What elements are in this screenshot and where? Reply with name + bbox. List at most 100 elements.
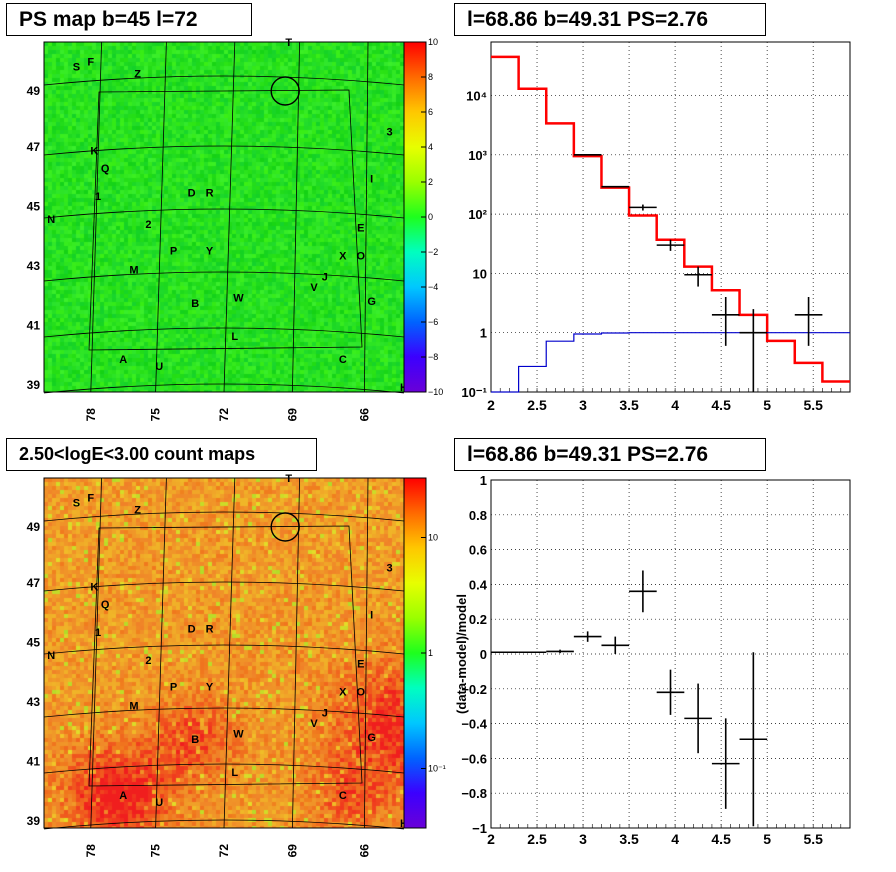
source-label: I <box>370 174 373 186</box>
y-tick-label: 0 <box>480 647 487 662</box>
x-tick-label: 66 <box>357 844 371 858</box>
source-label: D <box>188 624 196 636</box>
count-map-title: 2.50<logE<3.00 count maps <box>6 438 317 471</box>
residual-chart: 2 2.5 3 3.5 4 4.5 5 5.5 1 0.8 0.6 0.4 0.2 0 −0.2 −0.4 −0… <box>454 473 851 847</box>
source-label: 1 <box>95 627 101 639</box>
source-label: M <box>129 265 138 277</box>
source-label: Y <box>206 681 214 693</box>
y-tick-label: 10³ <box>468 148 487 163</box>
spectrum-chart: 2 2.5 3 3.5 4 4.5 5 5.5 10⁻¹ 1 10 10² 10³ 10⁴ <box>461 41 851 413</box>
source-label: A <box>119 354 127 366</box>
x-tick-label: 66 <box>357 408 371 422</box>
spectrum-title: l=68.86 b=49.31 PS=2.76 <box>454 3 766 36</box>
source-label: I <box>370 610 373 622</box>
source-label: P <box>170 681 177 693</box>
residual-point <box>711 718 740 809</box>
colorbar-tick: 0 <box>428 212 433 222</box>
data-point <box>684 266 712 287</box>
y-tick-label: 1 <box>480 326 487 341</box>
colorbar-tick: −8 <box>428 352 438 362</box>
source-label: 3 <box>387 126 393 138</box>
y-tick-label: −1 <box>472 821 487 836</box>
x-tick-label: 5 <box>763 831 771 847</box>
y-tick-label: 41 <box>27 755 41 769</box>
y-tick-label: 10² <box>468 207 487 222</box>
target-circle <box>270 76 300 106</box>
x-tick-label: 78 <box>84 408 98 422</box>
source-label: Z <box>134 505 141 517</box>
source-label: 3 <box>387 562 393 574</box>
x-tick-label: 3.5 <box>619 397 639 413</box>
source-label: G <box>367 296 376 308</box>
x-tick-label: 69 <box>285 844 299 858</box>
y-tick-label: 43 <box>27 259 41 273</box>
residual-point <box>656 669 685 715</box>
ps-map-panel: SFZT3KQI1DRN2EPYXOMJVGBWLAUCH 7875726966… <box>27 37 444 422</box>
colorbar-tick: −4 <box>428 282 438 292</box>
count-map-axes: 78 75 72 69 66 49 47 45 43 41 39 <box>27 520 372 857</box>
y-tick-label: 47 <box>27 576 41 590</box>
source-label: Y <box>206 245 214 257</box>
colorbar-tick: −10 <box>428 387 443 397</box>
colorbar-tick: −6 <box>428 317 438 327</box>
colorbar-tick: 8 <box>428 72 433 82</box>
y-tick-label: 10 <box>473 266 487 281</box>
source-label: O <box>357 687 366 699</box>
source-label: B <box>191 298 199 310</box>
source-label: S <box>73 62 80 74</box>
target-circle <box>270 512 300 542</box>
source-label: G <box>367 732 376 744</box>
colorbar-tick: 1 <box>428 648 433 658</box>
count-map-heatmap <box>44 478 404 828</box>
source-label: L <box>231 767 238 779</box>
x-tick-label: 78 <box>84 844 98 858</box>
x-tick-label: 3 <box>579 831 587 847</box>
data-point <box>711 297 740 346</box>
count-map-panel: SFZT3KQI1DRN2EPYXOMJVGBWLAUCH 7875726966… <box>27 473 446 857</box>
y-tick-label: 0.6 <box>469 543 487 558</box>
source-label: E <box>357 223 364 235</box>
source-label: W <box>233 293 244 305</box>
y-tick-label: 47 <box>27 140 41 154</box>
source-label: 1 <box>95 191 101 203</box>
colorbar-tick: 2 <box>428 177 433 187</box>
source-label: J <box>322 272 328 284</box>
count-map-grid: SFZT3KQI1DRN2EPYXOMJVGBWLAUCH <box>43 473 408 830</box>
residual-point <box>629 570 657 613</box>
x-tick-label: 72 <box>217 844 231 858</box>
data-point <box>739 309 768 392</box>
source-label: Q <box>101 599 110 611</box>
x-tick-label: 75 <box>149 844 163 858</box>
source-label: Z <box>134 69 141 81</box>
source-label: W <box>233 729 244 741</box>
x-tick-label: 2 <box>487 831 495 847</box>
source-label: E <box>357 659 364 671</box>
ps-colorbar-ticks: 10 8 6 4 2 0 −2 −4 −6 −8 −10 <box>421 37 443 397</box>
y-tick-label: 49 <box>27 84 41 98</box>
source-label: 2 <box>145 219 151 231</box>
y-tick-label: 10⁻¹ <box>461 385 487 400</box>
y-tick-label: 39 <box>27 814 41 828</box>
residual-point <box>546 649 574 654</box>
background-step-line <box>491 332 850 393</box>
residual-title: l=68.86 b=49.31 PS=2.76 <box>454 438 766 471</box>
x-tick-label: 4 <box>671 831 679 847</box>
y-tick-label: 41 <box>27 319 41 333</box>
colorbar-tick: −2 <box>428 247 438 257</box>
source-label: P <box>170 245 177 257</box>
colorbar-tick: 6 <box>428 107 433 117</box>
colorbar-tick: 4 <box>428 142 433 152</box>
ps-map-heatmap <box>44 42 404 392</box>
x-tick-label: 5.5 <box>803 397 823 413</box>
y-tick-label: −0.8 <box>461 786 487 801</box>
source-label: R <box>206 624 214 636</box>
x-tick-label: 4.5 <box>711 397 731 413</box>
x-tick-label: 75 <box>149 408 163 422</box>
source-label: A <box>119 790 127 802</box>
y-axis-label: (data-model)/model <box>454 594 469 714</box>
source-label: B <box>191 734 199 746</box>
residual-point <box>518 651 547 654</box>
source-label: U <box>155 361 163 373</box>
source-label: K <box>90 146 98 158</box>
source-label: X <box>339 687 347 699</box>
